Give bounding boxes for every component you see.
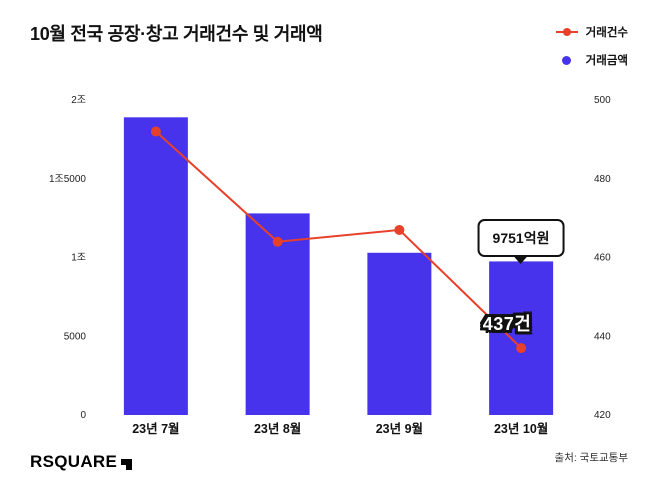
left-axis-tick: 2조 [71, 95, 86, 106]
source-text: 출처: 국토교통부 [554, 452, 628, 464]
x-axis-label: 23년 8월 [254, 421, 301, 436]
legend-label-amount: 거래금액 [585, 55, 628, 67]
right-axis-tick: 440 [594, 331, 611, 342]
count-point-2 [394, 224, 405, 235]
count-point-3 [516, 343, 527, 354]
left-axis-tick: 0 [80, 410, 86, 421]
rsquare-logo-text: RSQUARE [30, 452, 118, 471]
count-point-label: 437건 [482, 314, 532, 334]
amount-callout: 9751억원 [477, 219, 565, 257]
line-marker-icon [555, 27, 578, 37]
count-point-0 [150, 126, 161, 137]
right-axis-tick: 500 [594, 95, 611, 106]
amount-bar-1 [245, 213, 310, 415]
right-axis-tick: 480 [594, 174, 611, 185]
legend: 거래건수 거래금액 [555, 24, 628, 80]
legend-item-transaction-amount: 거래금액 [556, 52, 628, 68]
left-axis-tick: 5000 [64, 331, 87, 342]
x-axis-label: 23년 10월 [494, 421, 548, 436]
dot-marker-icon [562, 55, 572, 65]
x-axis-label: 23년 7월 [132, 421, 179, 436]
left-axis-tick: 1조 [71, 253, 86, 264]
count-line [155, 130, 522, 349]
line-marker-line [555, 28, 578, 36]
count-point-1 [272, 236, 283, 247]
amount-bar-3 [489, 261, 554, 415]
legend-label-count: 거래건수 [585, 27, 628, 39]
amount-bar-2 [367, 252, 432, 415]
x-axis-label: 23년 9월 [376, 421, 423, 436]
legend-item-transaction-count: 거래건수 [555, 24, 628, 40]
left-axis-tick: 1조5000 [49, 174, 86, 185]
rsquare-logo-mark-icon [121, 459, 133, 470]
right-axis-tick: 460 [594, 253, 611, 264]
line-marker-dot [562, 28, 571, 36]
amount-bar-0 [123, 117, 188, 415]
right-axis-tick: 420 [594, 410, 611, 421]
page-title: 10월 전국 공장·창고 거래건수 및 거래액 [30, 24, 323, 44]
rsquare-logo: RSQUARE [30, 452, 133, 472]
dot-marker-icon-wrap [556, 55, 578, 65]
